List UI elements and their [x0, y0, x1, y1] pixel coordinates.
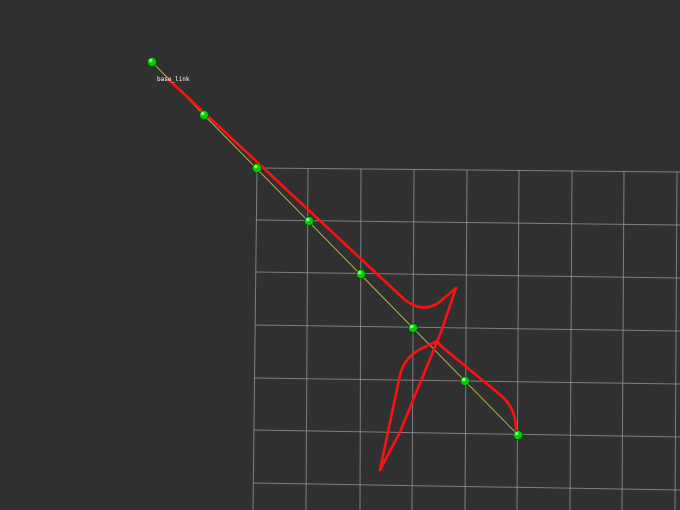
reference-path-line — [151, 61, 519, 436]
grid-line-vertical — [569, 170, 573, 510]
waypoint-marker — [513, 430, 523, 440]
waypoint-highlight — [358, 271, 362, 275]
grid-line-vertical — [359, 168, 362, 510]
waypoint-highlight — [149, 59, 153, 63]
grid-line-vertical — [464, 169, 468, 510]
waypoint-marker — [356, 269, 366, 279]
waypoint-highlight — [515, 432, 519, 436]
frame-label: base_link — [157, 76, 190, 83]
grid-line-horizontal — [256, 167, 680, 173]
waypoint-marker — [304, 216, 314, 226]
waypoint-markers — [147, 57, 523, 440]
waypoint-highlight — [306, 218, 310, 222]
waypoint-marker — [199, 110, 209, 120]
waypoint-highlight — [254, 165, 258, 169]
grid-line-vertical — [621, 171, 625, 510]
grid-line-vertical — [411, 169, 415, 510]
planned-trajectory-path — [166, 77, 520, 472]
waypoint-highlight — [410, 325, 414, 329]
waypoint-highlight — [462, 378, 466, 382]
waypoint-highlight — [201, 112, 205, 116]
grid-line-vertical — [674, 171, 678, 510]
waypoint-marker — [460, 376, 470, 386]
waypoint-marker — [408, 323, 418, 333]
grid-line-horizontal — [255, 324, 680, 332]
waypoint-marker — [252, 163, 262, 173]
waypoint-marker — [147, 57, 157, 67]
grid-line-horizontal — [253, 482, 680, 491]
grid-line-horizontal — [256, 219, 680, 226]
grid-line-vertical — [252, 167, 258, 510]
grid-line-horizontal — [253, 429, 680, 438]
grid-line-horizontal — [255, 271, 680, 279]
grid-line-vertical — [516, 170, 520, 510]
